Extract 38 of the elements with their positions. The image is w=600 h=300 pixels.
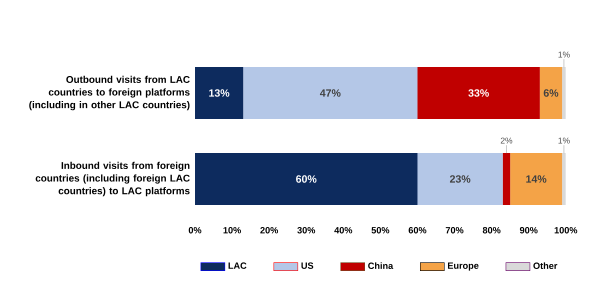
x-tick-label: 10%	[224, 226, 241, 234]
y-tick-label: Inbound visits from foreign countries (including foreign LAC countries) to LAC platforms	[36, 162, 190, 196]
legend-label: US	[301, 262, 314, 269]
bar	[195, 153, 418, 206]
bar	[540, 67, 562, 120]
bar	[417, 67, 540, 120]
x-tick-label: 30%	[297, 226, 316, 234]
data-label: 1%	[558, 138, 570, 144]
data-label: 13%	[209, 89, 230, 97]
data-label: 2%	[500, 138, 512, 144]
bar	[510, 153, 562, 206]
data-label: 33%	[468, 89, 489, 97]
x-tick-label: 60%	[408, 226, 426, 234]
y-tick-label: Outbound visits from LAC countries to foreign platforms (including in other LAC countries)	[29, 76, 190, 110]
x-tick-label: 70%	[446, 226, 464, 234]
x-tick-label: 40%	[334, 226, 352, 234]
x-tick-label: 90%	[520, 226, 538, 234]
data-label: 23%	[450, 175, 470, 183]
x-tick-label: 50%	[372, 226, 390, 234]
legend-label: Other	[533, 262, 558, 270]
bar	[243, 67, 418, 120]
bar	[562, 153, 566, 206]
data-label: 60%	[296, 175, 316, 183]
legend-label: Europe	[448, 262, 479, 271]
legend-label: China	[368, 262, 394, 270]
bar	[562, 67, 566, 120]
x-tick-label: 0%	[188, 226, 202, 234]
data-label: 6%	[544, 89, 558, 97]
x-tick-label: 80%	[482, 226, 501, 234]
bar	[195, 67, 244, 120]
bar	[417, 153, 503, 206]
data-label: 47%	[320, 89, 341, 97]
data-label: 1%	[558, 52, 570, 58]
data-label: 14%	[526, 175, 546, 183]
x-tick-label: 100%	[554, 226, 578, 234]
legend-label: LAC	[228, 262, 246, 269]
x-tick-label: 20%	[260, 226, 278, 234]
bar	[502, 153, 510, 206]
